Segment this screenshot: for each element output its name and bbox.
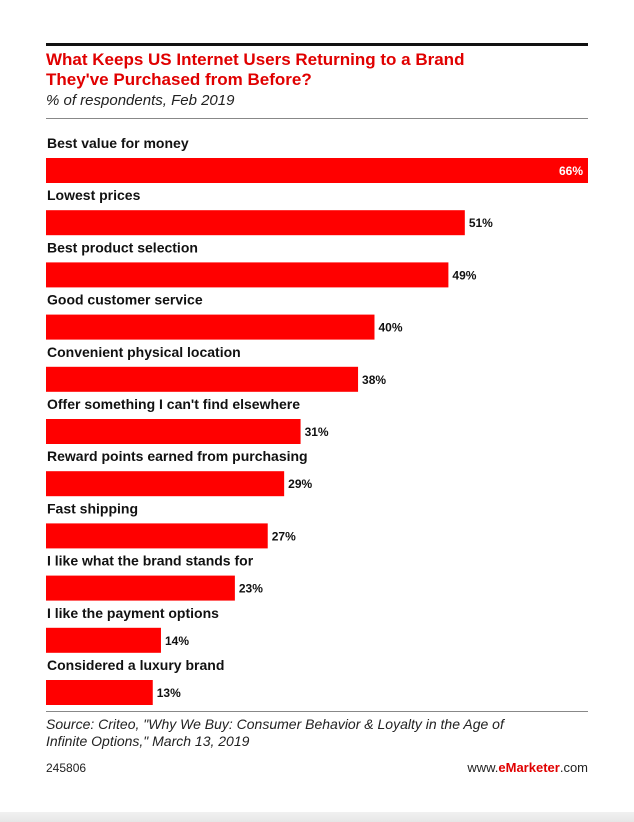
chart-title: What Keeps US Internet Users Returning t…	[46, 50, 606, 90]
chart-title-line-2: They've Purchased from Before?	[46, 70, 312, 89]
bar	[46, 366, 359, 392]
value-label: 38%	[362, 373, 386, 387]
category-label: Best product selection	[47, 239, 198, 255]
value-label: 40%	[378, 321, 402, 335]
category-label: Best value for money	[47, 135, 189, 151]
brand-prefix: www.	[467, 760, 499, 775]
chart-title-line-1: What Keeps US Internet Users Returning t…	[46, 50, 465, 69]
category-label: Offer something I can't find elsewhere	[47, 396, 300, 412]
value-label: 49%	[452, 268, 476, 282]
bar-chart: Best value for money 66% Lowest prices 51% B…	[46, 135, 588, 705]
category-label: Considered a luxury brand	[47, 657, 224, 673]
category-label: Lowest prices	[47, 187, 141, 203]
chart-subtitle: % of respondents, Feb 2019	[46, 92, 235, 109]
value-label: 13%	[157, 686, 181, 700]
source-line-1: Source: Criteo, "Why We Buy: Consumer Be…	[46, 716, 504, 732]
bar	[46, 210, 465, 236]
source-note: Source: Criteo, "Why We Buy: Consumer Be…	[46, 716, 591, 750]
subtitle-rule	[46, 118, 588, 119]
value-label: 23%	[239, 582, 263, 596]
category-label: Reward points earned from purchasing	[47, 448, 308, 464]
top-rule	[46, 43, 588, 46]
chart-id: 245806	[46, 761, 87, 775]
bottom-shade	[0, 812, 634, 822]
bar	[46, 262, 449, 288]
brand-name: eMarketer	[498, 760, 560, 775]
bar	[46, 471, 285, 497]
bar	[46, 419, 301, 444]
category-label: Fast shipping	[47, 500, 138, 516]
brand-link[interactable]: www.eMarketer.com	[467, 760, 588, 775]
bar	[46, 627, 161, 653]
value-label: 27%	[272, 529, 296, 543]
source-line-2: Infinite Options," March 13, 2019	[46, 733, 250, 749]
value-label: 31%	[305, 425, 329, 439]
bar	[46, 523, 268, 549]
bar	[46, 314, 375, 340]
category-label: Convenient physical location	[47, 344, 241, 360]
bar	[46, 575, 235, 601]
bar	[46, 680, 153, 705]
category-label: Good customer service	[47, 292, 203, 308]
value-label: 14%	[165, 634, 189, 648]
source-rule	[46, 711, 588, 712]
value-label: 29%	[288, 477, 312, 491]
bar	[46, 158, 588, 183]
value-label: 66%	[559, 164, 583, 178]
category-label: I like the payment options	[47, 605, 219, 621]
category-label: I like what the brand stands for	[47, 553, 254, 569]
brand-suffix: .com	[559, 760, 588, 775]
value-label: 51%	[469, 216, 493, 230]
